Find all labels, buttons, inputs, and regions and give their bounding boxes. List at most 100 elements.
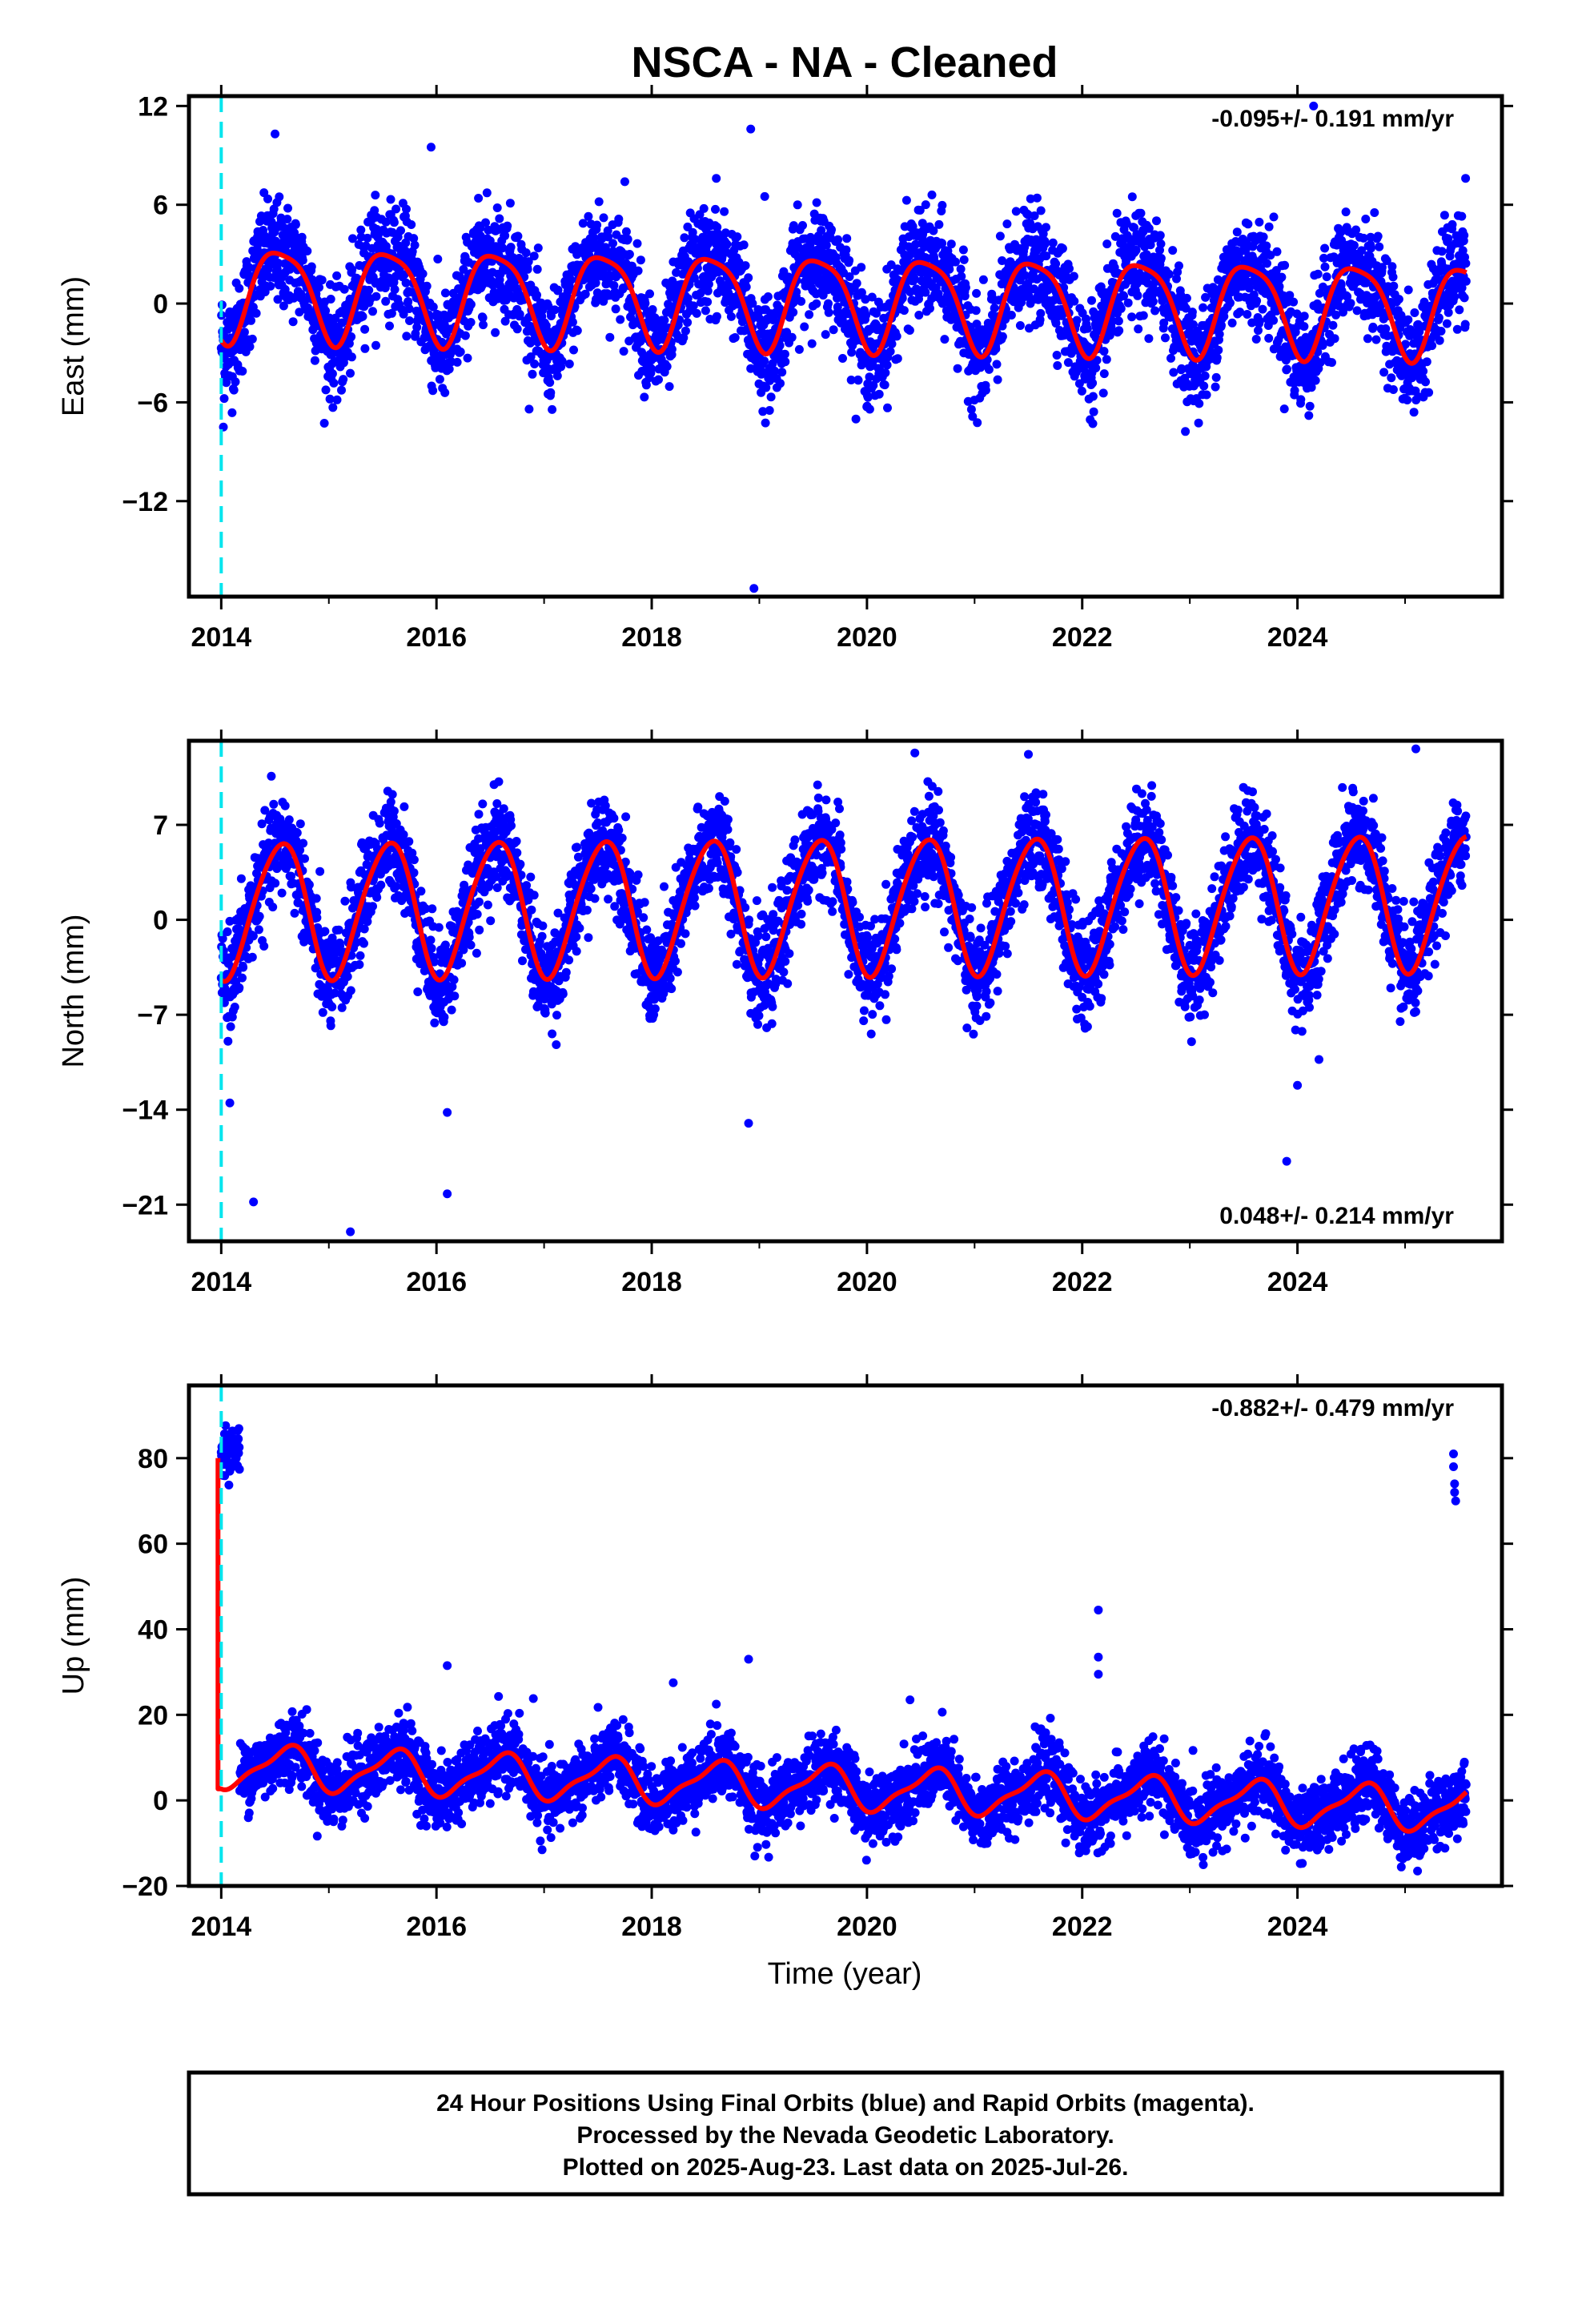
east-data-point xyxy=(1328,320,1338,330)
east-data-point xyxy=(513,231,523,241)
east-data-point xyxy=(456,347,465,356)
east-data-point xyxy=(793,200,802,210)
east-data-point xyxy=(526,352,536,361)
north-data-point xyxy=(269,799,279,809)
east-data-point xyxy=(699,203,709,213)
east-data-point xyxy=(1461,259,1471,268)
east-data-point xyxy=(356,225,366,235)
east-data-point xyxy=(1447,219,1457,229)
east-data-point xyxy=(1389,281,1399,291)
east-data-point xyxy=(934,219,944,229)
east-data-point xyxy=(789,308,798,317)
east-data-point xyxy=(829,325,838,335)
east-data-point xyxy=(683,318,693,328)
east-data-point xyxy=(881,368,890,377)
east-outlier-point xyxy=(271,129,280,139)
east-data-point xyxy=(1127,312,1137,322)
east-data-point xyxy=(995,231,1005,241)
east-data-point xyxy=(1272,247,1282,256)
east-data-point xyxy=(1091,364,1101,372)
east-data-point xyxy=(781,357,790,367)
north-data-point xyxy=(376,880,386,890)
east-data-point xyxy=(584,211,593,221)
east-data-point xyxy=(1098,388,1108,398)
east-data-point xyxy=(553,285,563,295)
east-data-point xyxy=(371,191,380,200)
east-data-point xyxy=(321,306,331,316)
east-data-point xyxy=(390,285,400,294)
east-data-point xyxy=(1437,247,1447,256)
east-data-point xyxy=(726,312,736,321)
east-data-point xyxy=(1011,207,1021,216)
east-data-point xyxy=(846,376,856,384)
east-data-point xyxy=(1211,372,1221,382)
east-data-point xyxy=(506,243,516,252)
east-data-point xyxy=(792,287,801,297)
east-data-point xyxy=(1102,239,1112,249)
east-data-point xyxy=(1199,303,1208,312)
east-data-point xyxy=(1313,269,1323,279)
east-data-point xyxy=(1322,272,1331,282)
east-data-point xyxy=(619,347,628,356)
north-data-point xyxy=(277,888,287,898)
east-data-point xyxy=(1181,427,1191,436)
north-data-point xyxy=(239,963,248,972)
east-data-point xyxy=(466,318,476,327)
east-data-point xyxy=(874,389,884,399)
east-data-point xyxy=(821,240,831,250)
north-data-point xyxy=(271,879,280,888)
east-data-point xyxy=(412,323,422,332)
east-data-point xyxy=(239,328,249,337)
east-data-point xyxy=(885,347,895,356)
east-data-point xyxy=(370,206,379,215)
north-data-point xyxy=(290,908,299,918)
east-data-point xyxy=(1136,208,1146,218)
east-data-point xyxy=(824,308,833,317)
east-data-point xyxy=(865,372,874,382)
east-data-point xyxy=(1002,219,1012,229)
east-data-point xyxy=(1199,381,1209,391)
east-data-point xyxy=(231,377,240,387)
east-data-point xyxy=(640,392,649,402)
east-data-point xyxy=(339,284,349,294)
east-data-point xyxy=(364,285,374,295)
east-data-point xyxy=(371,292,381,301)
north-data-point xyxy=(400,802,409,811)
east-data-point xyxy=(368,263,378,273)
east-data-point xyxy=(476,223,485,233)
north-data-point xyxy=(320,927,330,936)
east-data-point xyxy=(409,234,419,243)
east-data-point xyxy=(321,385,331,395)
east-data-point xyxy=(1461,174,1471,183)
east-data-point xyxy=(817,226,826,235)
east-data-point xyxy=(1388,272,1398,282)
east-data-point xyxy=(589,233,599,243)
east-data-point xyxy=(959,255,969,264)
east-data-point xyxy=(833,302,842,312)
east-data-point xyxy=(1015,321,1025,330)
east-data-point xyxy=(757,367,766,376)
east-data-point xyxy=(704,279,713,289)
east-data-point xyxy=(401,278,411,287)
east-data-point xyxy=(1410,308,1419,317)
north-data-point xyxy=(327,1002,337,1011)
east-data-point xyxy=(381,296,391,306)
east-data-point xyxy=(1262,241,1271,251)
east-data-point xyxy=(1305,401,1315,411)
east-data-point xyxy=(857,287,866,297)
east-data-point xyxy=(1299,322,1309,332)
east-data-point xyxy=(604,232,613,242)
east-data-point xyxy=(1409,408,1419,417)
east-data-point xyxy=(1042,223,1050,232)
east-data-point xyxy=(337,385,346,395)
east-data-point xyxy=(1366,243,1375,253)
east-data-point xyxy=(927,190,937,199)
east-data-point xyxy=(1036,308,1046,318)
east-data-point xyxy=(851,414,861,424)
east-data-point xyxy=(1460,320,1470,329)
east-data-point xyxy=(611,304,620,314)
east-data-point xyxy=(474,194,484,203)
east-data-point xyxy=(701,306,710,316)
north-data-point xyxy=(292,828,302,838)
